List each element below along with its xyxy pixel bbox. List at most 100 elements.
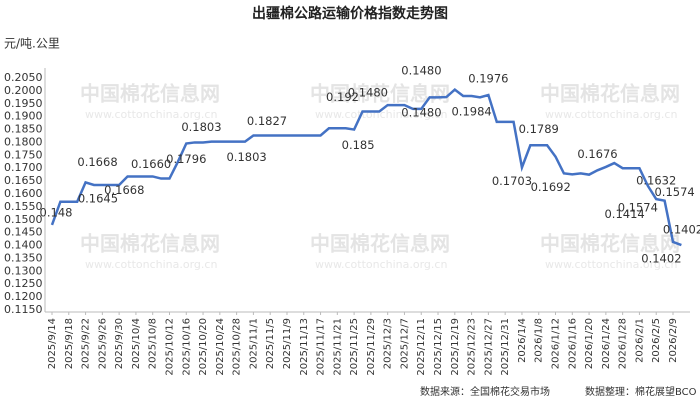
annotation: 0.1984: [451, 105, 491, 119]
annotation: 0.148: [40, 205, 73, 219]
y-tick-label: 0.1500: [4, 213, 43, 226]
x-tick-label: 2026/2/5: [651, 318, 662, 363]
annotation: 0.1676: [577, 147, 617, 161]
annotation: 0.1480: [401, 106, 441, 120]
y-tick-label: 0.1450: [4, 226, 43, 239]
annotation: 0.1402: [663, 222, 700, 236]
y-tick-label: 0.1300: [4, 264, 43, 277]
x-tick-label: 2025/10/28: [232, 318, 243, 376]
annotation: 0.185: [342, 138, 375, 152]
x-tick-label: 2025/11/13: [299, 318, 310, 376]
y-tick-label: 0.2000: [4, 84, 43, 97]
y-tick-label: 0.1750: [4, 148, 43, 161]
annotation: 0.1480: [401, 64, 441, 78]
y-tick-label: 0.1600: [4, 187, 43, 200]
x-tick-label: 2025/10/16: [181, 318, 192, 376]
x-tick-label: 2026/1/28: [618, 318, 629, 369]
x-tick-label: 2026/1/24: [601, 318, 612, 369]
annotation: 0.1480: [348, 85, 388, 99]
watermark-url: www.cottonchina.org.cn: [85, 108, 217, 121]
y-tick-label: 0.1800: [4, 135, 43, 148]
annotation: 0.1574: [654, 185, 694, 199]
watermark-url: www.cottonchina.org.cn: [315, 108, 447, 121]
annotation: 0.1796: [166, 152, 206, 166]
annotation: 0.1827: [247, 114, 287, 128]
x-tick-label: 2026/1/20: [584, 318, 595, 369]
annotation: 0.1660: [131, 157, 171, 171]
annotation: 0.1692: [531, 180, 571, 194]
annotation: 0.192: [326, 90, 359, 104]
x-tick-label: 2025/12/11: [416, 318, 427, 376]
y-tick-label: 0.1550: [4, 200, 43, 213]
x-tick-label: 2025/12/15: [433, 318, 444, 376]
y-tick-label: 0.1350: [4, 251, 43, 264]
watermark-url: www.cottonchina.org.cn: [85, 258, 217, 271]
x-tick-label: 2025/9/22: [81, 318, 92, 369]
watermark: 中国棉花信息网: [540, 82, 680, 106]
x-tick-label: 2025/11/29: [366, 318, 377, 376]
x-tick-label: 2025/12/27: [483, 318, 494, 376]
annotation: 0.1645: [78, 191, 118, 205]
x-tick-label: 2025/12/3: [383, 318, 394, 369]
x-tick-label: 2025/12/19: [450, 318, 461, 376]
y-tick-label: 0.1200: [4, 290, 43, 303]
y-tick-label: 0.1700: [4, 161, 43, 174]
annotation: 0.1803: [181, 120, 221, 134]
compiler: 数据整理：棉花展望BCO: [585, 385, 697, 398]
annotation: 0.1668: [77, 155, 117, 169]
annotation: 0.1414: [604, 207, 644, 221]
x-tick-label: 2025/9/26: [97, 318, 108, 369]
x-tick-label: 2025/9/14: [47, 318, 58, 369]
annotation: 0.1789: [519, 122, 559, 136]
watermark: 中国棉花信息网: [80, 232, 220, 256]
x-tick-label: 2025/10/4: [131, 318, 142, 369]
chart-title: 出疆棉公路运输价格指数走势图: [252, 5, 448, 22]
x-tick-label: 2025/11/25: [349, 318, 360, 376]
x-tick-label: 2025/10/12: [164, 318, 175, 376]
y-tick-label: 0.1250: [4, 277, 43, 290]
watermark-url: www.cottonchina.org.cn: [545, 108, 677, 121]
x-tick-label: 2025/12/7: [399, 318, 410, 369]
y-tick-label: 0.1850: [4, 123, 43, 136]
x-tick-label: 2025/10/24: [215, 318, 226, 376]
x-tick-label: 2025/11/5: [265, 318, 276, 369]
x-tick-label: 2026/1/4: [517, 318, 528, 363]
y-axis-label: 元/吨.公里: [4, 37, 60, 51]
x-tick-label: 2025/11/17: [316, 318, 327, 376]
y-tick-label: 0.1650: [4, 174, 43, 187]
x-tick-label: 2025/12/23: [467, 318, 478, 376]
annotation: 0.1803: [226, 150, 266, 164]
x-tick-label: 2025/10/8: [148, 318, 159, 369]
annotation: 0.1703: [492, 174, 532, 188]
source: 数据来源：全国棉花交易市场: [420, 385, 550, 398]
x-tick-label: 2025/11/9: [282, 318, 293, 369]
x-tick-label: 2026/1/12: [551, 318, 562, 369]
annotation: 0.1668: [104, 183, 144, 197]
y-tick-label: 0.1150: [4, 303, 43, 316]
x-tick-label: 2026/1/16: [567, 318, 578, 369]
annotation: 0.1976: [468, 72, 508, 86]
x-tick-label: 2025/9/18: [64, 318, 75, 369]
watermark-url: www.cottonchina.org.cn: [315, 258, 447, 271]
y-tick-label: 0.1400: [4, 239, 43, 252]
annotation: 0.1574: [618, 200, 658, 214]
x-tick-label: 2026/2/1: [634, 318, 645, 363]
annotation: 0.1402: [641, 252, 681, 266]
x-tick-label: 2025/11/1: [248, 318, 259, 369]
watermark: 中国棉花信息网: [80, 82, 220, 106]
y-tick-label: 0.2050: [4, 71, 43, 84]
x-tick-label: 2026/1/8: [534, 318, 545, 363]
watermark: 中国棉花信息网: [310, 232, 450, 256]
y-tick-label: 0.1900: [4, 110, 43, 123]
x-tick-label: 2025/9/30: [114, 318, 125, 369]
x-tick-label: 2026/2/9: [668, 318, 679, 363]
watermark-url: www.cottonchina.org.cn: [545, 258, 677, 271]
series-line: [50, 87, 682, 247]
y-tick-label: 0.1950: [4, 97, 43, 110]
annotation: 0.1632: [636, 174, 676, 188]
x-tick-label: 2025/11/21: [332, 318, 343, 376]
watermark: 中国棉花信息网: [540, 232, 680, 256]
x-tick-label: 2025/10/20: [198, 318, 209, 376]
x-tick-label: 2025/12/31: [500, 318, 511, 376]
